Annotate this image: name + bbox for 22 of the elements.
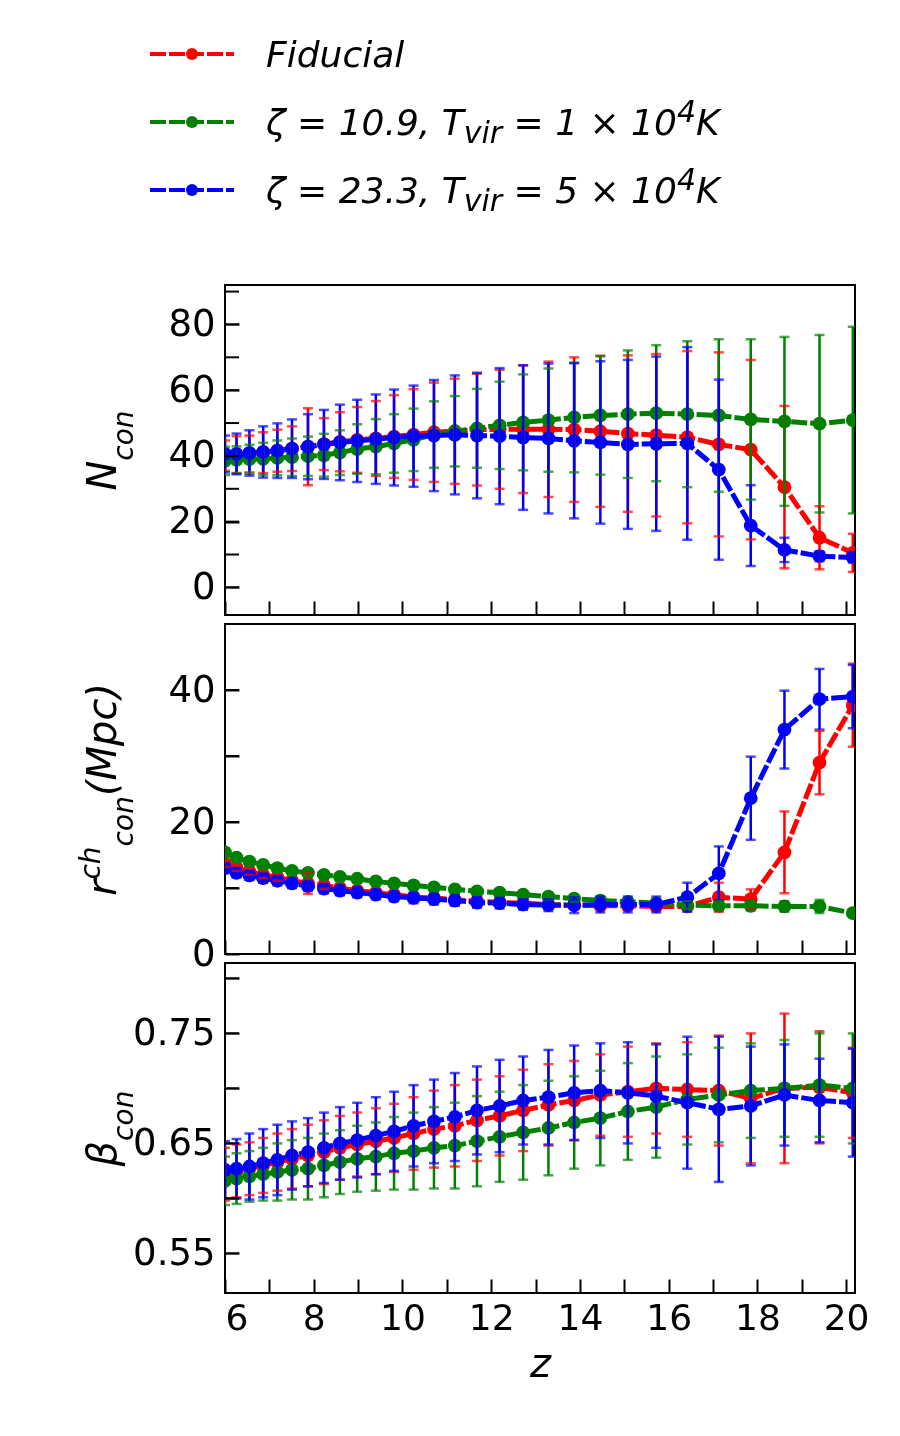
x-tick-label: 18 [734,1296,781,1338]
y-tick-label: 20 [168,499,216,543]
x-tick-label: 16 [646,1296,693,1338]
x-tick-label: 20 [823,1296,870,1338]
x-tick-label: 12 [468,1296,515,1338]
y-tick-label: 60 [168,367,216,411]
y-tick-label: 80 [168,301,216,345]
y-tick-label: 0 [191,564,216,608]
x-tick-label: 14 [557,1296,604,1338]
legend-label: ζ = 10.9, T$_{vir}$ = 1 × 10$^{4}$K [266,93,720,151]
y-tick-label: 0.55 [133,1230,216,1274]
y-tick-label: 40 [168,433,216,477]
x-tick-label: 6 [225,1296,249,1338]
y-tick-label: 20 [168,799,216,843]
x-axis-title: z [529,1339,552,1386]
legend-label: Fiducial [266,33,405,75]
x-tick-label: 8 [302,1296,326,1338]
x-tick-label: 10 [380,1296,426,1338]
y-tick-label: 40 [168,667,216,711]
legend-label: ζ = 23.3, T$_{vir}$ = 5 × 10$^{4}$K [266,161,720,219]
y-tick-label: 0.75 [133,1010,216,1054]
y-tick-label: 0 [191,931,216,975]
